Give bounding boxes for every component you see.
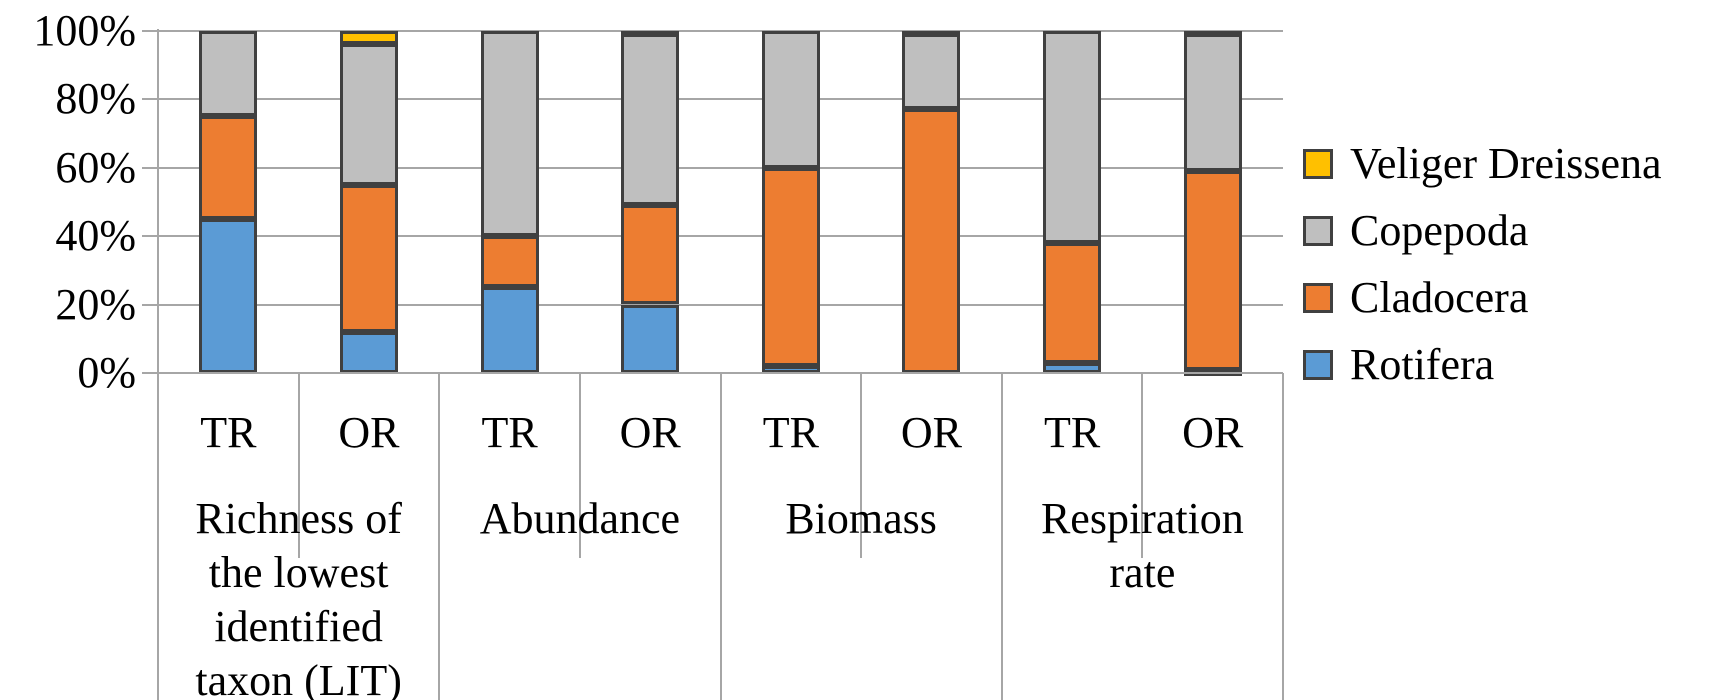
gridline-60 [158,166,1283,169]
bar-segment-copepoda-1 [199,30,258,117]
group-label-1-line-2: the lowest [208,548,389,597]
legend-swatch-veliger-dreissena [1303,149,1333,179]
bar-segment-rotifera-2 [339,331,398,373]
group-label-1-line-3: identified [214,602,383,651]
y-axis-label-0: 0% [77,348,136,397]
category-label-or-2: OR [338,408,400,457]
bar-segment-rotifera-5 [761,366,820,373]
bar-segment-veliger-dreissena-8 [1183,30,1242,37]
group-label-2-line-1: Abundance [479,494,681,543]
bar-segment-veliger-dreissena-2 [339,30,398,45]
y-axis-label-80: 80% [55,74,136,123]
bar-segment-cladocera-5 [761,167,820,367]
tr-or-divider-line [297,373,300,558]
gridline-40 [158,235,1283,237]
category-label-tr-1: TR [200,408,257,457]
legend-label-veliger-dreissena: Veliger Dreissena [1350,139,1662,188]
tr-or-divider-line [578,373,581,558]
y-axis-tick-40 [142,235,158,237]
tr-or-divider-line [860,373,863,558]
group-label-4-line-1: Respiration [1040,494,1244,543]
group-label-3-line-1: Biomass [785,494,937,543]
legend-swatch-copepoda [1303,216,1333,246]
category-label-or-8: OR [1182,408,1244,457]
gridline-20 [158,303,1283,306]
tr-or-divider-line [1141,373,1144,558]
y-axis-tick-60 [142,166,158,169]
bar-segment-rotifera-4 [621,304,680,373]
y-axis-tick-80 [142,98,158,100]
bar-segment-copepoda-5 [761,30,820,168]
bar-segment-copepoda-8 [1183,33,1242,171]
category-label-tr-3: TR [481,408,538,457]
legend-label-cladocera: Cladocera [1350,273,1529,322]
bar-segment-copepoda-2 [339,44,398,185]
bar-segment-cladocera-1 [199,116,258,219]
bar-segment-copepoda-4 [621,33,680,206]
bar-segment-cladocera-4 [621,205,680,305]
bar-segment-cladocera-8 [1183,170,1242,370]
category-label-tr-7: TR [1043,408,1101,457]
category-label-or-6: OR [900,408,962,457]
y-axis-label-20: 20% [55,279,136,329]
group-separator-line [1282,373,1284,700]
y-axis-line [157,29,159,700]
bar-segment-rotifera-1 [199,218,258,373]
y-axis-label-60: 60% [55,142,136,192]
gridline-80 [158,98,1283,100]
group-separator-line [438,373,441,700]
y-axis-label-100: 100% [33,5,136,55]
y-axis-label-40: 40% [55,211,136,260]
bar-segment-cladocera-3 [480,236,539,288]
group-label-1-line-1: Richness of [195,494,402,543]
bar-segment-cladocera-2 [339,184,398,332]
bar-segment-copepoda-6 [902,33,961,110]
bar-segment-cladocera-7 [1043,242,1102,363]
y-axis-tick-20 [142,303,158,306]
bar-segment-rotifera-3 [480,287,539,373]
bar-segment-copepoda-3 [480,30,539,236]
group-separator-line [157,373,159,700]
bar-segment-cladocera-6 [902,109,961,373]
legend-label-copepoda: Copepoda [1350,206,1529,255]
group-label-1-line-4: taxon (LIT) [195,656,402,700]
group-label-4-line-2: rate [1109,548,1176,597]
bar-segment-veliger-dreissena-4 [621,30,680,37]
category-label-tr-5: TR [762,408,819,457]
y-axis-tick-100 [142,29,158,32]
bar-segment-veliger-dreissena-6 [902,30,961,37]
legend-swatch-cladocera [1303,283,1333,313]
x-axis-line [142,372,1283,374]
group-separator-line [719,373,722,700]
gridline-100 [158,29,1283,32]
bar-segment-copepoda-7 [1043,30,1102,243]
legend-swatch-rotifera [1303,350,1333,380]
legend-label-rotifera: Rotifera [1350,340,1495,389]
bar-segment-rotifera-7 [1043,362,1102,373]
group-separator-line [1000,373,1003,700]
category-label-or-4: OR [619,408,681,457]
